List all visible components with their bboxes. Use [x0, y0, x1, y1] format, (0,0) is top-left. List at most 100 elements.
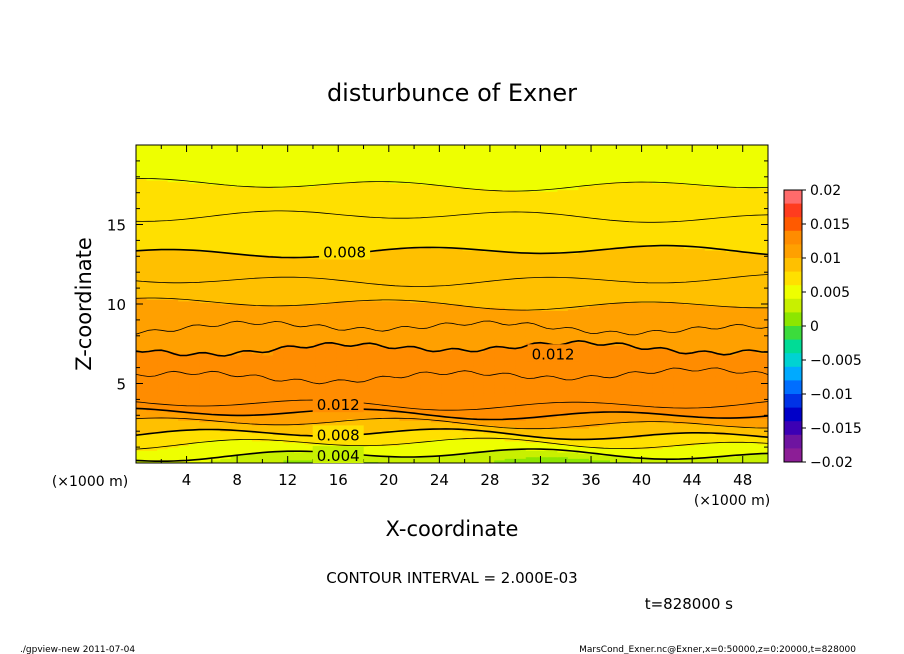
- contour-band-cell: [388, 412, 400, 415]
- contour-band-cell: [315, 354, 327, 358]
- contour-band-cell: [694, 335, 706, 338]
- contour-band-cell: [483, 456, 495, 459]
- contour-band-cell: [525, 439, 537, 442]
- contour-band-cell: [378, 350, 390, 353]
- contour-band-cell: [378, 367, 390, 370]
- contour-band-cell: [599, 354, 611, 358]
- contour-band-cell: [599, 340, 611, 343]
- contour-band-cell: [199, 386, 211, 389]
- contour-band-cell: [504, 442, 516, 445]
- contour-band-cell: [757, 440, 768, 443]
- contour-band-cell: [409, 434, 421, 437]
- contour-band-cell: [462, 364, 474, 367]
- contour-band-cell: [536, 396, 548, 399]
- contour-band-cell: [610, 440, 622, 443]
- contour-band-cell: [536, 378, 548, 381]
- contour-band-cell: [546, 429, 558, 432]
- contour-band-cell: [736, 415, 748, 418]
- contour-band-cell: [588, 338, 601, 342]
- contour-band-cell: [673, 439, 685, 442]
- contour-band-cell: [736, 361, 748, 364]
- contour-band-cell: [315, 443, 327, 447]
- contour-band-cell: [683, 388, 695, 391]
- contour-band-cell: [725, 448, 737, 451]
- contour-band-cell: [725, 420, 737, 423]
- contour-band-cell: [441, 370, 453, 373]
- contour-band-cell: [188, 397, 200, 400]
- contour-band-cell: [483, 397, 495, 400]
- contour-band-cell: [251, 388, 263, 391]
- contour-band-cell: [599, 407, 611, 410]
- contour-band-cell: [536, 383, 548, 386]
- contour-band-cell: [136, 416, 148, 420]
- contour-band-cell: [357, 338, 369, 342]
- contour-band-cell: [494, 377, 506, 380]
- contour-band-cell: [599, 421, 611, 424]
- contour-band-cell: [746, 408, 759, 412]
- contour-band-cell: [704, 366, 716, 369]
- contour-band-cell: [251, 458, 263, 461]
- contour-band-cell: [683, 375, 695, 378]
- contour-band-cell: [199, 335, 211, 338]
- contour-band-cell: [430, 437, 443, 440]
- contour-band-cell: [336, 386, 348, 389]
- contour-band-cell: [157, 397, 169, 400]
- contour-band-cell: [209, 453, 221, 456]
- contour-band-cell: [420, 437, 432, 440]
- contour-band-cell: [652, 451, 664, 455]
- contour-band-cell: [567, 415, 579, 418]
- contour-band-cell: [272, 329, 285, 332]
- contour-band-cell: [610, 388, 622, 391]
- contour-band-cell: [546, 410, 558, 413]
- contour-band-cell: [578, 378, 590, 381]
- contour-band-cell: [209, 346, 221, 350]
- contour-band-cell: [283, 423, 295, 426]
- contour-band-cell: [178, 350, 190, 353]
- contour-band-cell: [736, 404, 748, 407]
- contour-band-cell: [325, 412, 337, 415]
- contour-band-cell: [546, 443, 558, 447]
- contour-band-cell: [136, 437, 148, 440]
- contour-band-cell: [704, 353, 716, 356]
- contour-band-cell: [420, 388, 432, 391]
- contour-band-cell: [757, 429, 768, 432]
- contour-band-cell: [251, 359, 263, 362]
- contour-band-cell: [430, 412, 443, 415]
- contour-band-cell: [567, 420, 579, 423]
- contour-band-cell: [473, 331, 485, 334]
- contour-band-cell: [494, 358, 506, 361]
- contour-band-cell: [736, 340, 748, 343]
- contour-band-cell: [557, 453, 569, 456]
- contour-band-cell: [588, 440, 601, 443]
- contour-band-cell: [199, 337, 211, 340]
- contour-band-cell: [157, 393, 169, 396]
- contour-band-cell: [167, 443, 179, 447]
- contour-band-cell: [452, 338, 464, 342]
- contour-band-cell: [294, 332, 306, 335]
- contour-band-cell: [230, 373, 242, 377]
- contour-band-cell: [578, 356, 590, 359]
- contour-band-cell: [757, 426, 768, 429]
- contour-band-cell: [620, 345, 632, 348]
- contour-band-cell: [304, 388, 316, 391]
- contour-band-cell: [725, 331, 737, 334]
- contour-band-cell: [673, 396, 685, 399]
- contour-band-cell: [641, 356, 653, 359]
- contour-band-cell: [683, 445, 695, 448]
- contour-band-cell: [336, 350, 348, 353]
- contour-band-cell: [399, 367, 411, 370]
- contour-band-cell: [694, 423, 706, 426]
- contour-band-cell: [199, 451, 211, 455]
- contour-band-cell: [620, 366, 632, 369]
- contour-band-cell: [746, 437, 759, 440]
- contour-band-cell: [546, 416, 558, 420]
- contour-band-cell: [725, 378, 737, 381]
- contour-band-cell: [483, 405, 495, 408]
- contour-band-cell: [662, 437, 674, 440]
- contour-band-cell: [536, 364, 548, 367]
- contour-band-cell: [715, 407, 727, 410]
- contour-band-cell: [452, 353, 464, 356]
- contour-band-cell: [588, 353, 601, 356]
- contour-band-cell: [136, 443, 148, 447]
- contour-band-cell: [188, 340, 200, 343]
